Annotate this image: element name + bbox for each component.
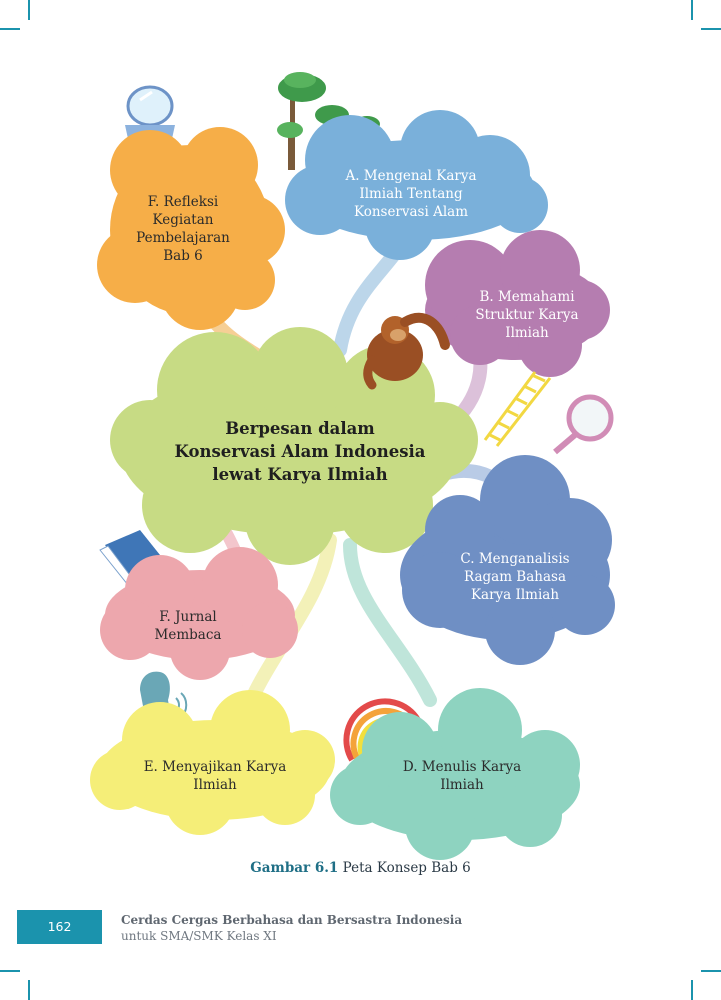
center-title: Berpesan dalam Konservasi Alam Indonesia…: [150, 417, 450, 486]
node-c-label: C. Menganalisis Ragam Bahasa Karya Ilmia…: [450, 550, 580, 604]
node-a-line-2: Ilmiah Tentang: [359, 186, 463, 202]
orangutan-icon: [363, 312, 450, 390]
node-c-line-1: C. Menganalisis: [460, 551, 570, 567]
node-f-refleksi-line-2: Kegiatan: [152, 212, 214, 228]
book-title: Cerdas Cergas Berbahasa dan Bersastra In…: [121, 913, 463, 927]
node-f-jurnal-label: F. Jurnal Membaca: [133, 608, 243, 644]
node-c-line-3: Karya Ilmiah: [470, 587, 560, 603]
node-a-line-3: Konservasi Alam: [353, 204, 469, 220]
cloud-f-jurnal: [100, 547, 298, 680]
cloud-a: [285, 110, 548, 260]
node-f-refleksi-line-4: Bab 6: [163, 248, 203, 264]
node-d-line-1: D. Menulis Karya: [402, 759, 522, 775]
cloud-e: [90, 690, 335, 835]
magnifier-icon: [553, 394, 614, 455]
node-f-refleksi-line-1: F. Refleksi: [147, 194, 219, 210]
center-title-line-2: Konservasi Alam Indonesia: [174, 442, 426, 461]
node-b-line-3: Ilmiah: [505, 325, 549, 341]
page-number: 162: [17, 910, 102, 944]
center-title-line-3: lewat Karya Ilmiah: [212, 465, 388, 484]
node-f-jurnal-line-1: F. Jurnal: [159, 609, 217, 625]
node-a-label: A. Mengenal Karya Ilmiah Tentang Konserv…: [336, 167, 486, 221]
node-b-line-1: B. Memahami: [479, 289, 575, 305]
node-c-line-2: Ragam Bahasa: [464, 569, 566, 585]
cloud-c: [400, 455, 615, 665]
tree-icon: [277, 72, 380, 170]
figure-caption-text: Peta Konsep Bab 6: [342, 860, 471, 876]
ladder-icon: [483, 371, 552, 447]
node-b-line-2: Struktur Karya: [475, 307, 579, 323]
book-title-block: Cerdas Cergas Berbahasa dan Bersastra In…: [121, 912, 462, 944]
cloud-b: [425, 230, 610, 377]
book-subtitle: untuk SMA/SMK Kelas XI: [121, 929, 277, 943]
node-e-label: E. Menyajikan Karya Ilmiah: [130, 758, 300, 794]
node-f-refleksi-label: F. Refleksi Kegiatan Pembelajaran Bab 6: [128, 193, 238, 265]
node-b-label: B. Memahami Struktur Karya Ilmiah: [467, 288, 587, 342]
cloud-d: [330, 688, 580, 860]
node-e-line-1: E. Menyajikan Karya: [143, 759, 287, 775]
node-f-refleksi-line-3: Pembelajaran: [136, 230, 230, 246]
node-d-line-2: Ilmiah: [440, 777, 484, 793]
node-a-line-1: A. Mengenal Karya: [345, 168, 477, 184]
node-d-label: D. Menulis Karya Ilmiah: [392, 758, 532, 794]
cloud-f-refleksi: [97, 127, 285, 330]
node-f-jurnal-line-2: Membaca: [154, 627, 222, 643]
node-e-line-2: Ilmiah: [193, 777, 237, 793]
center-title-line-1: Berpesan dalam: [225, 419, 375, 438]
figure-caption: Gambar 6.1 Peta Konsep Bab 6: [0, 860, 721, 876]
ribbon-d: [343, 538, 437, 707]
figure-label: Gambar 6.1: [250, 860, 339, 876]
